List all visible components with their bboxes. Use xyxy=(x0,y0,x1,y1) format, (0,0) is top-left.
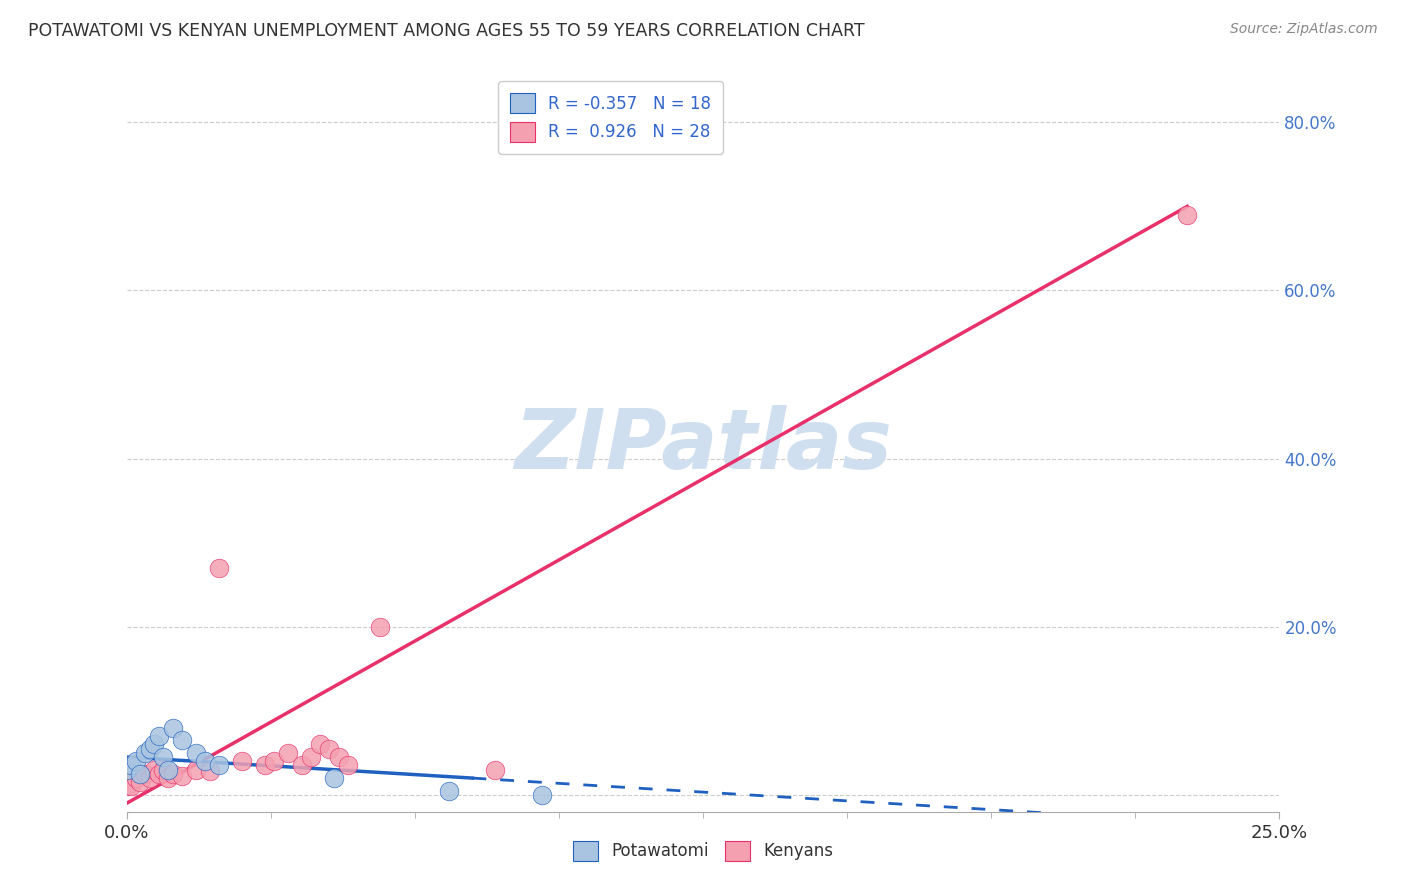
Point xyxy=(134,746,156,760)
Point xyxy=(148,767,170,781)
Point xyxy=(134,767,156,781)
Point xyxy=(157,771,180,785)
Point xyxy=(323,771,346,785)
Text: ZIPatlas: ZIPatlas xyxy=(515,406,891,486)
Point xyxy=(208,561,231,575)
Point xyxy=(152,763,174,777)
Point xyxy=(198,764,221,779)
Point xyxy=(194,754,217,768)
Point xyxy=(143,738,166,752)
Point xyxy=(125,771,148,785)
Point xyxy=(318,741,340,756)
Point xyxy=(208,758,231,772)
Point xyxy=(143,763,166,777)
Text: POTAWATOMI VS KENYAN UNEMPLOYMENT AMONG AGES 55 TO 59 YEARS CORRELATION CHART: POTAWATOMI VS KENYAN UNEMPLOYMENT AMONG … xyxy=(28,22,865,40)
Point xyxy=(231,754,253,768)
Point xyxy=(291,758,314,772)
Point xyxy=(170,769,193,783)
Point xyxy=(115,763,138,777)
Point xyxy=(125,754,148,768)
Text: Source: ZipAtlas.com: Source: ZipAtlas.com xyxy=(1230,22,1378,37)
Point xyxy=(299,750,322,764)
Point xyxy=(277,746,299,760)
Point xyxy=(263,754,285,768)
Point xyxy=(157,763,180,777)
Point xyxy=(115,780,138,794)
Point xyxy=(530,788,553,802)
Point xyxy=(336,758,359,772)
Point xyxy=(152,750,174,764)
Point xyxy=(129,775,152,789)
Point xyxy=(138,771,160,785)
Point xyxy=(184,746,207,760)
Point xyxy=(129,767,152,781)
Point xyxy=(253,758,276,772)
Point xyxy=(138,741,160,756)
Point xyxy=(368,620,391,634)
Point xyxy=(184,763,207,777)
Point xyxy=(170,733,193,747)
Point xyxy=(162,721,184,735)
Point xyxy=(439,783,461,797)
Point xyxy=(120,780,142,794)
Point xyxy=(309,738,332,752)
Point xyxy=(1175,208,1198,222)
Point xyxy=(148,729,170,743)
Legend: Potawatomi, Kenyans: Potawatomi, Kenyans xyxy=(564,832,842,869)
Point xyxy=(484,763,506,777)
Point xyxy=(162,767,184,781)
Point xyxy=(120,758,142,772)
Point xyxy=(328,750,350,764)
